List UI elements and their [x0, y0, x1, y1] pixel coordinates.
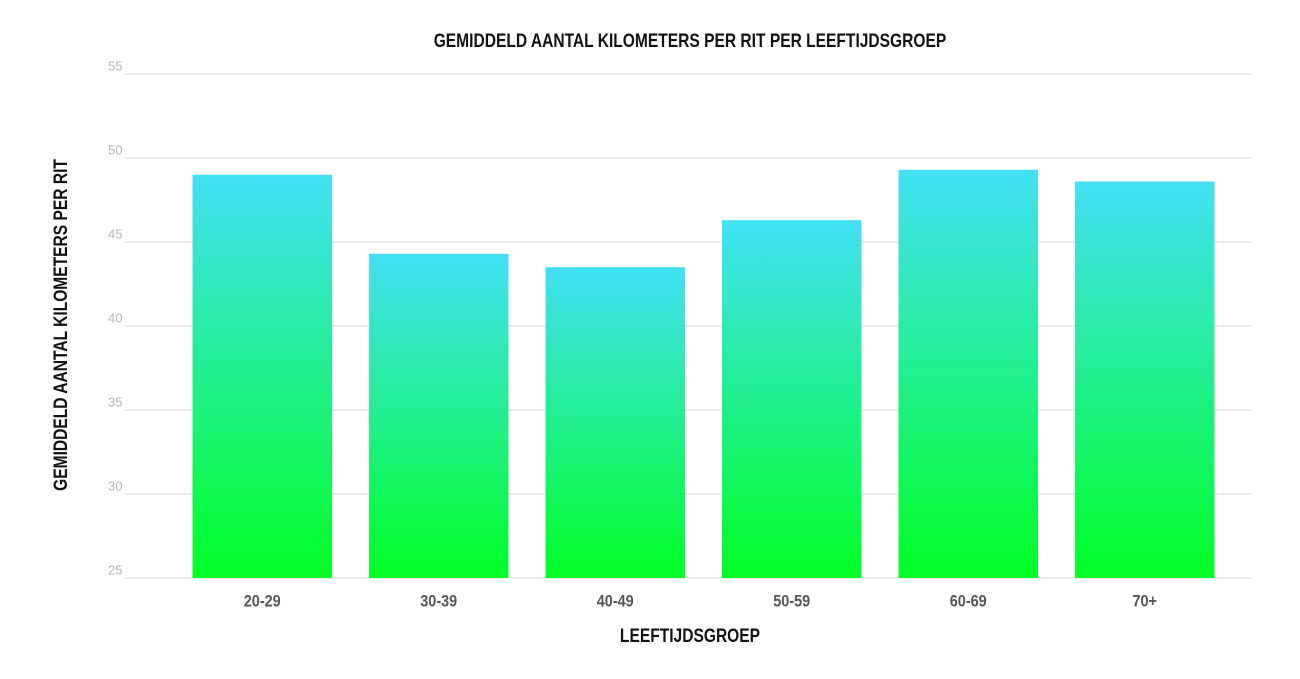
x-tick-label: 60-69: [950, 592, 987, 610]
bar: [192, 174, 332, 579]
chart-title: GEMIDDELD AANTAL KILOMETERS PER RIT PER …: [434, 30, 947, 52]
y-axis-title: GEMIDDELD AANTAL KILOMETERS PER RIT: [50, 159, 72, 491]
x-axis-title: LEEFTIJDSGROEP: [620, 625, 760, 647]
y-tick-label: 45: [108, 226, 122, 241]
y-tick-label: 35: [108, 394, 122, 409]
y-tick-label: 50: [108, 142, 122, 157]
x-tick-label: 20-29: [244, 592, 281, 610]
y-tick-label: 25: [108, 562, 122, 577]
x-tick-label: 40-49: [597, 592, 634, 610]
x-tick-label: 30-39: [420, 592, 457, 610]
x-tick-label: 50-59: [773, 592, 810, 610]
y-tick-label: 30: [108, 478, 122, 493]
bar: [545, 267, 685, 578]
y-tick-label: 55: [108, 58, 122, 73]
bar: [898, 169, 1038, 578]
bar: [1075, 181, 1215, 578]
y-tick-label: 40: [108, 310, 122, 325]
bar: [369, 253, 509, 578]
x-tick-label: 70+: [1132, 592, 1157, 610]
bar: [722, 220, 862, 578]
